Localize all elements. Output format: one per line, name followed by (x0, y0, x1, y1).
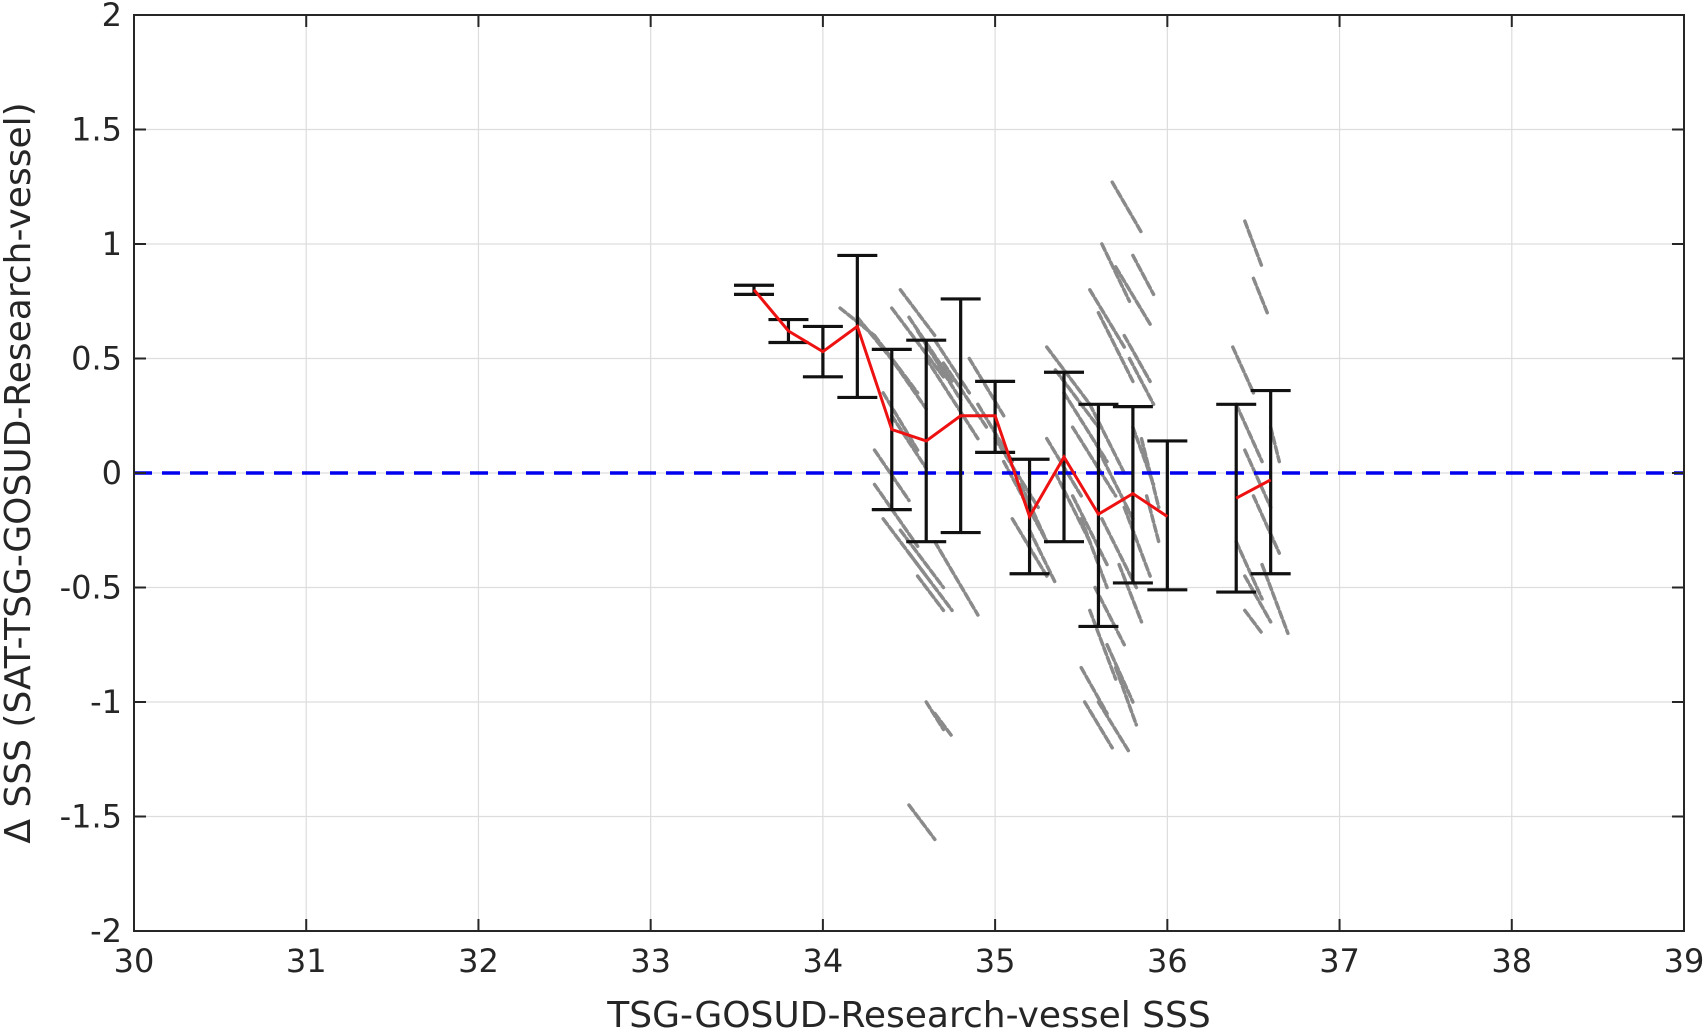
y-tick-label: -1 (90, 683, 122, 721)
scatter-streak (1079, 517, 1109, 590)
y-axis-ticks: 2 1.5 1 0.5 0 -0.5 -1 -1.5 -2 (60, 0, 1684, 950)
scatter-streak (1088, 402, 1127, 475)
scatter-streak (881, 391, 920, 452)
scatter-streak (907, 551, 954, 613)
scatter-streak (1082, 700, 1114, 750)
scatter-streak (1070, 494, 1109, 567)
scatter-streak (907, 803, 937, 842)
scatter-streak (1045, 345, 1092, 407)
scatter-streak (933, 338, 972, 395)
x-tick-label: 39 (1664, 942, 1705, 980)
scatter-streak (1251, 494, 1282, 555)
y-tick-label: 2 (102, 0, 122, 34)
scatter-streak (1122, 505, 1152, 578)
scatter-streak (933, 711, 954, 739)
x-axis-ticks: 30 31 32 33 34 35 36 37 38 39 (114, 15, 1705, 980)
scatter-streak (890, 414, 928, 471)
y-tick-label: 0 (102, 454, 122, 492)
x-tick-label: 34 (803, 942, 844, 980)
x-tick-label: 37 (1319, 942, 1360, 980)
scatter-streak (898, 288, 937, 338)
scatter-streak (1234, 402, 1264, 464)
y-tick-label: -1.5 (60, 798, 122, 836)
scatter-streak (1096, 310, 1135, 384)
scatter-streak (890, 306, 946, 379)
y-axis-label: Δ SSS (SAT-TSG-GOSUD-Research-vessel) (0, 102, 39, 843)
scatter-streak (1070, 425, 1118, 498)
scatter-streak (1234, 539, 1264, 601)
y-tick-label: -2 (90, 912, 122, 950)
scatter-streak (898, 528, 946, 590)
scatter-streak (1110, 180, 1144, 235)
scatter-streak (1088, 608, 1118, 681)
scatter-streak (1105, 643, 1135, 704)
scatter-streak (1243, 574, 1273, 624)
y-tick-label: 1 (102, 225, 122, 263)
x-tick-label: 32 (458, 942, 499, 980)
y-tick-label: 1.5 (71, 111, 122, 149)
mean-line-segment (1235, 478, 1272, 500)
scatter-streak (1019, 482, 1049, 544)
scatter-streak (1131, 253, 1156, 297)
x-tick-label: 38 (1491, 942, 1532, 980)
scatter-streak (1117, 562, 1144, 624)
scatter-streak (1122, 333, 1152, 384)
x-tick-label: 30 (114, 942, 155, 980)
scatter-streak (1096, 448, 1135, 521)
x-tick-label: 31 (286, 942, 327, 980)
scatter-streak (933, 539, 980, 617)
scatter-streak (924, 356, 980, 441)
scatter-streak (1100, 242, 1132, 303)
scatter-streak (1127, 356, 1156, 407)
scatter-streak (1100, 517, 1139, 590)
scatter-streak (1251, 276, 1269, 315)
y-tick-label: -0.5 (60, 569, 122, 607)
scatter-streak (1027, 528, 1058, 585)
y-tick-label: 0.5 (71, 340, 122, 378)
scatter-streak (967, 356, 1006, 418)
scatter-streak (1113, 665, 1139, 727)
scatter-streak (1243, 219, 1264, 269)
scatter-streak (1231, 345, 1256, 395)
x-tick-label: 36 (1147, 942, 1188, 980)
scatter-streak (1096, 700, 1132, 755)
scatter-streak (1243, 448, 1273, 510)
scatter-streak (1260, 562, 1290, 636)
scatter-streak (872, 482, 920, 549)
x-axis-label: TSG-GOSUD-Research-vessel SSS (606, 995, 1210, 1031)
x-tick-label: 33 (630, 942, 671, 980)
scatter-streak (1088, 288, 1127, 349)
scatter-streak (1243, 608, 1264, 636)
scatter-streak (1113, 265, 1152, 326)
mean-line (752, 288, 1169, 521)
scatter-streak (915, 574, 946, 613)
x-tick-label: 35 (975, 942, 1016, 980)
